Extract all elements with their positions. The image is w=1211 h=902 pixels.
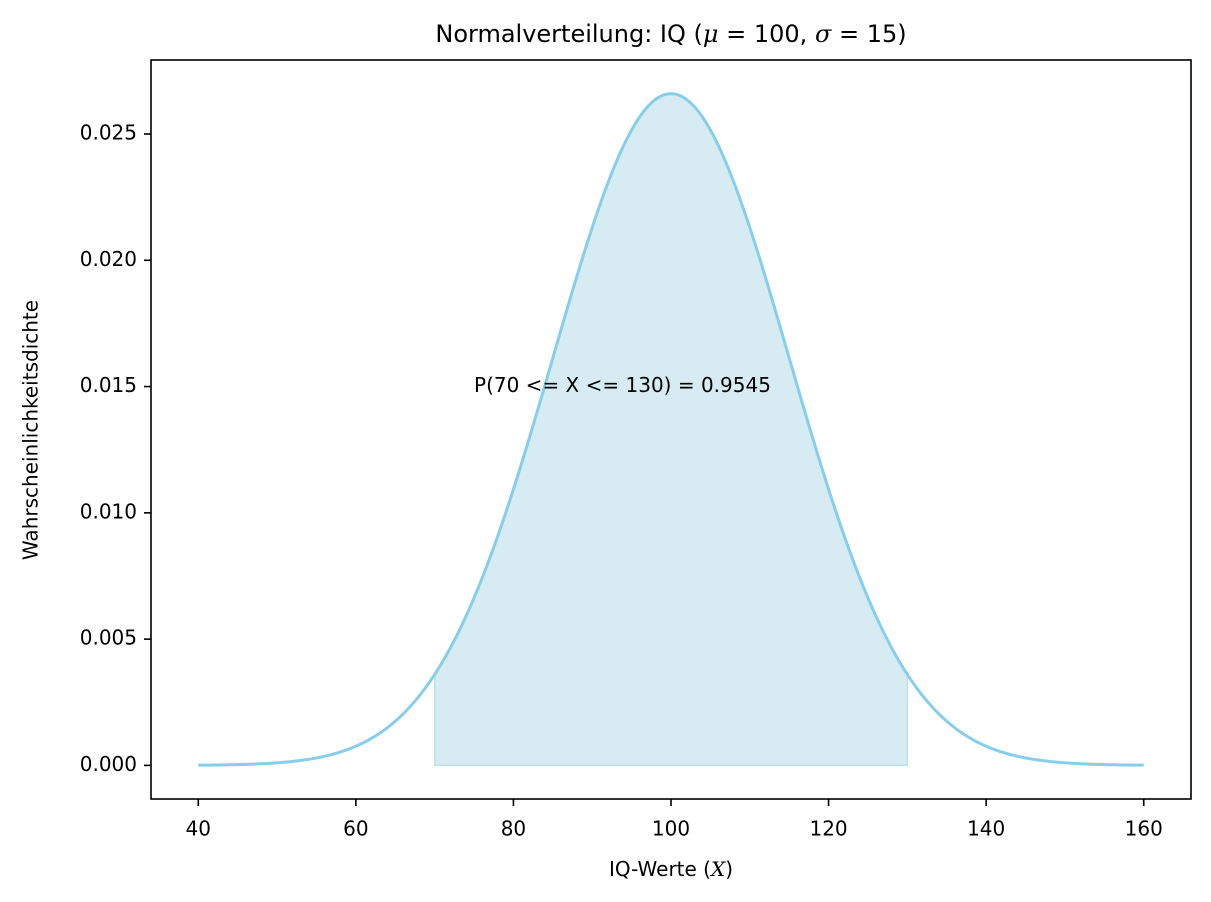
x-tick-label: 140 [967, 817, 1005, 841]
x-tick-label: 160 [1125, 817, 1163, 841]
y-tick-label: 0.000 [80, 752, 137, 776]
title-sigma-text: = 15) [831, 20, 906, 48]
y-tick-label: 0.010 [80, 499, 137, 523]
y-axis-title: Wahrscheinlichkeitsdichte [19, 300, 43, 560]
y-tick-label: 0.025 [80, 121, 137, 145]
x-tick-label: 100 [652, 817, 690, 841]
x-tick-label: 60 [343, 817, 368, 841]
plot-area [198, 92, 1144, 767]
y-tick-label: 0.020 [80, 247, 137, 271]
x-axis-title: IQ-Werte (X) [609, 857, 733, 881]
title-mu-symbol: μ [703, 20, 719, 48]
title-sigma-symbol: σ [815, 20, 832, 48]
x-axis-title-prefix: IQ-Werte ( [609, 857, 711, 881]
x-tick-label: 80 [501, 817, 526, 841]
x-tick-label: 40 [186, 817, 211, 841]
title-prefix: Normalverteilung: IQ ( [435, 20, 703, 48]
x-axis-title-suffix: ) [725, 857, 733, 881]
y-tick-label: 0.005 [80, 626, 137, 650]
chart-title: Normalverteilung: IQ (μ = 100, σ = 15) [435, 20, 906, 49]
annotation-text: P(70 <= X <= 130) = 0.9545 [474, 373, 771, 397]
axes-frame [150, 59, 1192, 800]
x-axis-title-var: X [709, 857, 726, 881]
title-mu-text: = 100, [719, 20, 815, 48]
y-tick-label: 0.015 [80, 373, 137, 397]
x-tick-label: 120 [809, 817, 847, 841]
density-curve [198, 92, 1144, 767]
axis-ticks: 40 60 80 100 120 140 160 0.000 0.005 0.010 0.015 0.… [80, 121, 1163, 841]
